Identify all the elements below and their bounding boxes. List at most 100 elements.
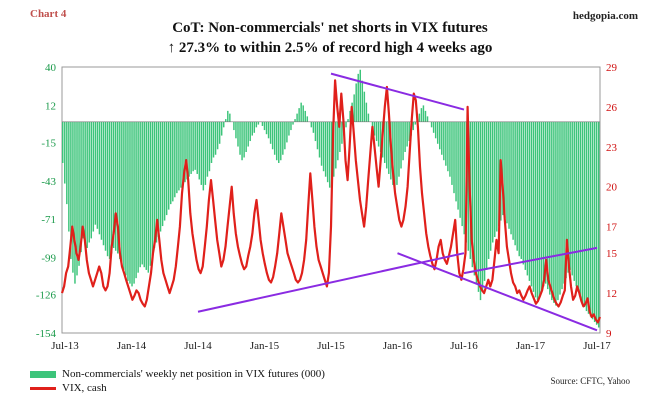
net-position-bar xyxy=(583,121,586,307)
x-tick-label: Jul-17 xyxy=(583,340,611,352)
net-position-bar xyxy=(196,121,198,174)
net-position-bar xyxy=(167,121,170,210)
net-position-bar xyxy=(157,121,160,238)
net-position-bar xyxy=(70,121,72,259)
x-tick-label: Jul-15 xyxy=(317,340,345,352)
net-position-bar xyxy=(267,121,270,139)
net-position-bar xyxy=(192,121,194,172)
net-position-bar xyxy=(471,121,474,268)
net-position-bar xyxy=(222,121,225,128)
net-position-bar xyxy=(229,113,231,122)
net-position-bar xyxy=(549,121,551,295)
net-position-bar xyxy=(577,121,580,292)
net-position-bar xyxy=(76,121,78,276)
net-position-bar xyxy=(147,121,150,273)
y-right-tick-label: 12 xyxy=(606,288,617,300)
net-position-bar xyxy=(298,108,300,122)
net-position-bar xyxy=(74,121,76,284)
net-position-bar xyxy=(257,121,260,125)
net-position-bar xyxy=(555,121,557,306)
x-tick-label: Jul-13 xyxy=(51,340,79,352)
legend-label-bars: Non-commercials' weekly net position in … xyxy=(62,368,325,380)
net-position-bar xyxy=(318,121,321,158)
net-position-bar xyxy=(489,121,492,251)
net-position-bar xyxy=(561,121,563,290)
net-position-bar xyxy=(508,121,510,229)
net-position-bar xyxy=(575,121,578,287)
net-position-bar xyxy=(302,105,304,122)
net-position-bar xyxy=(595,121,598,325)
y-left-tick-label: -126 xyxy=(36,290,57,302)
net-position-bar xyxy=(551,121,553,301)
net-position-bar xyxy=(123,121,125,270)
y-right-tick-label: 29 xyxy=(606,62,618,74)
net-position-bar xyxy=(72,121,74,273)
net-position-bar xyxy=(112,121,115,248)
legend-item-vix: VIX, cash xyxy=(30,382,107,394)
y-right-tick-label: 9 xyxy=(606,328,612,340)
net-position-bar xyxy=(585,121,588,312)
chart-title: CoT: Non-commercials' net shorts in VIX … xyxy=(172,20,488,36)
net-position-bar xyxy=(339,121,341,153)
net-position-bar xyxy=(341,121,343,144)
net-position-bar xyxy=(271,121,274,150)
net-position-bar xyxy=(420,108,423,122)
net-position-bar xyxy=(424,110,427,122)
net-position-bar xyxy=(534,121,537,298)
source-note: Source: CFTC, Yahoo xyxy=(550,376,630,386)
net-position-bar xyxy=(328,121,331,188)
x-tick-label: Jan-14 xyxy=(117,340,147,352)
y-right-tick-label: 17 xyxy=(606,222,618,234)
net-position-bar xyxy=(547,121,549,290)
net-position-bar xyxy=(353,94,355,122)
net-position-bar xyxy=(286,121,288,143)
net-position-bar xyxy=(304,110,306,122)
net-position-bar xyxy=(80,121,82,253)
net-position-bar xyxy=(155,121,158,243)
net-position-bar xyxy=(149,121,152,266)
net-position-bar xyxy=(498,121,500,227)
net-position-bar xyxy=(119,121,121,259)
net-position-bar xyxy=(386,121,388,169)
net-position-bar xyxy=(129,121,131,284)
net-position-bar xyxy=(406,121,408,147)
net-position-bar xyxy=(127,121,129,281)
trend-line xyxy=(463,246,598,275)
net-position-bar xyxy=(432,121,435,133)
legend-swatch-bars xyxy=(30,370,56,378)
net-position-bar xyxy=(121,121,123,265)
net-position-bar xyxy=(349,110,351,122)
net-position-bar xyxy=(249,121,251,142)
y-left-tick-label: -99 xyxy=(41,253,56,265)
net-position-bar xyxy=(145,121,148,270)
net-position-bar xyxy=(591,121,594,320)
net-position-bar xyxy=(210,121,213,163)
net-position-bar xyxy=(176,121,178,194)
net-position-bar xyxy=(275,121,278,161)
net-position-bar xyxy=(491,121,494,243)
net-position-bar xyxy=(538,121,541,298)
net-position-bar xyxy=(540,121,543,292)
y-left-tick-label: -71 xyxy=(41,214,56,226)
net-position-bar xyxy=(455,121,457,202)
x-tick-label: Jan-16 xyxy=(383,340,413,352)
net-position-bar xyxy=(86,121,88,248)
net-position-bar xyxy=(557,121,559,301)
net-position-bar xyxy=(408,121,410,142)
net-position-bar xyxy=(220,121,223,136)
net-position-bar xyxy=(530,121,533,287)
net-position-bar xyxy=(388,121,390,174)
y-left-tick-label: -15 xyxy=(41,137,56,149)
net-position-bar xyxy=(296,113,298,122)
net-position-bar xyxy=(265,121,268,135)
net-position-bar xyxy=(347,119,349,122)
net-position-bar xyxy=(400,121,402,169)
net-position-bar xyxy=(579,121,582,298)
net-position-bar xyxy=(133,121,135,284)
net-position-bar xyxy=(188,121,190,177)
x-tick-label: Jan-15 xyxy=(250,340,280,352)
net-position-bar xyxy=(504,121,506,218)
net-position-bar xyxy=(375,121,378,142)
net-position-bar xyxy=(235,121,237,139)
